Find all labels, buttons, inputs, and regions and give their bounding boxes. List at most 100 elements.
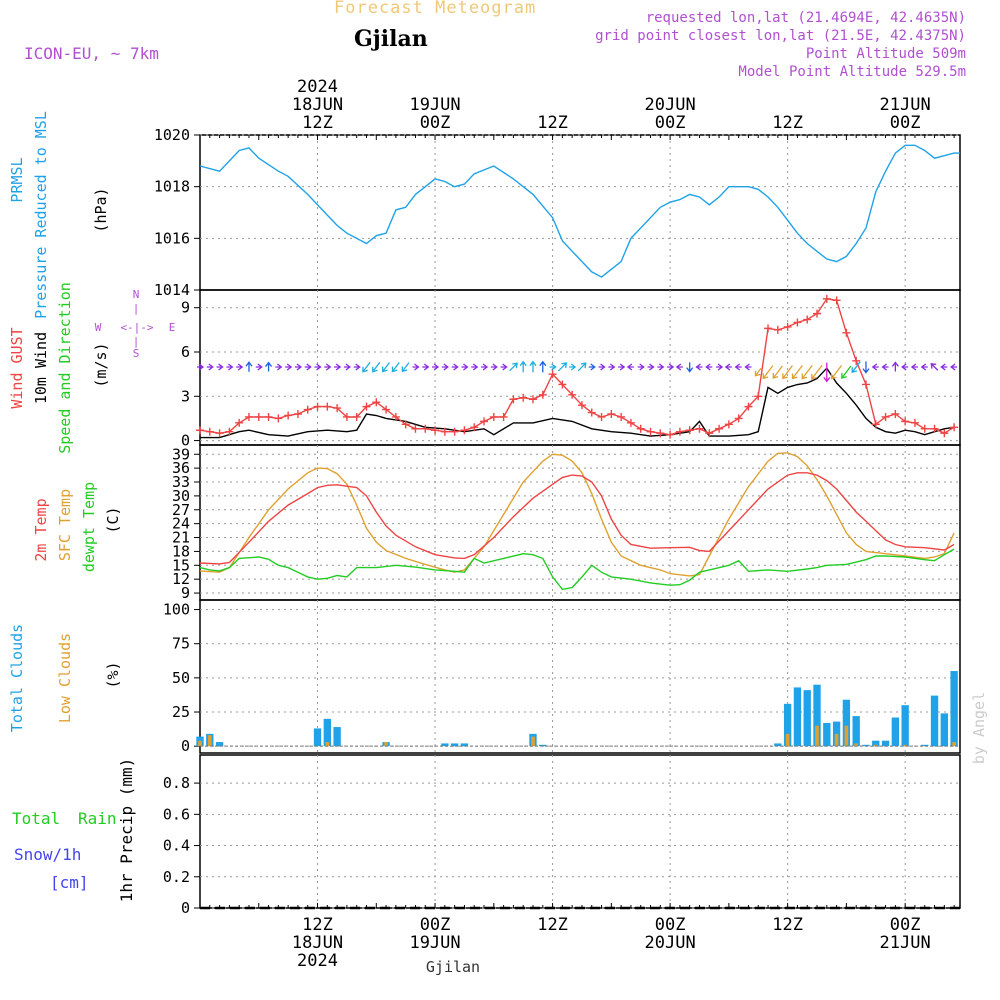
wind-arrow	[626, 363, 634, 371]
panel-frame-pressure	[199, 134, 961, 291]
gust-marker	[705, 429, 714, 438]
total-cloud-bar	[450, 743, 459, 747]
low-cloud-bar	[903, 744, 907, 747]
ytick-label: 6	[181, 343, 190, 361]
time-label-bottom: 2024	[297, 951, 338, 971]
gust-marker	[832, 296, 841, 305]
gust-marker	[274, 414, 283, 423]
wind-arrow	[412, 363, 420, 371]
compass-s: S	[133, 347, 140, 360]
gust-marker	[587, 408, 596, 417]
gust-marker	[499, 412, 508, 421]
compass-line: |	[133, 302, 140, 315]
gust-marker	[391, 412, 400, 421]
compass-w: W	[95, 321, 102, 334]
gust-marker	[196, 426, 204, 435]
ytick-label: 33	[172, 473, 190, 491]
wind-unit: (m/s)	[92, 342, 110, 387]
dewpt-label: dewpt Temp	[80, 482, 98, 572]
prmsl-label: PRMSL	[8, 157, 26, 202]
total-cloud-bar	[441, 743, 449, 747]
gust-marker	[607, 410, 616, 418]
wind-arrow	[637, 363, 645, 371]
gust-label: Wind GUST	[8, 327, 26, 408]
wind-arrow	[891, 361, 899, 372]
gust-marker	[225, 427, 234, 436]
wind-arrow	[881, 363, 889, 371]
time-label-bottom: 20JUN	[645, 933, 696, 953]
gridpoint-coords: grid point closest lon,lat (21.5E, 42.43…	[595, 28, 966, 44]
wind-arrow	[334, 363, 342, 371]
time-label-bottom: 12Z	[772, 915, 803, 935]
wind-arrow	[441, 363, 449, 371]
low-cloud-bar	[952, 742, 956, 747]
gust-marker	[656, 429, 665, 438]
wind-arrow	[197, 363, 205, 371]
ytick-label: 100	[163, 601, 190, 619]
gust-marker	[431, 426, 440, 435]
wind-arrow	[206, 363, 214, 371]
total-cloud-bar	[803, 690, 811, 747]
time-label-bottom: 18JUN	[292, 933, 343, 953]
ytick-label: 30	[172, 487, 190, 505]
low-cloud-bar	[785, 733, 790, 747]
wind-dir-label: Speed and Direction	[56, 282, 74, 454]
gust-marker	[597, 412, 606, 421]
gust-marker	[910, 418, 919, 427]
wind-arrow	[577, 362, 587, 372]
gust-marker	[842, 328, 851, 337]
wind-arrow	[862, 361, 870, 374]
wind-arrow	[490, 363, 498, 371]
time-label-top: 21JUN	[880, 95, 931, 115]
pressure-label: Pressure Reduced to MSL	[32, 111, 50, 319]
gust-marker	[519, 393, 528, 402]
ytick-label: 21	[172, 529, 190, 547]
location-title: Gjilan	[354, 26, 428, 52]
time-label-top: 12Z	[302, 113, 333, 133]
ytick-label: 1016	[154, 229, 190, 247]
gust-marker	[891, 410, 900, 418]
gust-marker	[548, 370, 557, 379]
gust-marker	[813, 309, 822, 318]
total-cloud-bar	[793, 687, 802, 747]
ytick-label: 9	[181, 299, 190, 317]
wind-arrow	[744, 363, 752, 371]
gust-marker	[489, 412, 498, 421]
gust-marker	[352, 412, 361, 421]
compass-n: N	[133, 288, 140, 301]
wind-arrow	[618, 363, 626, 371]
wind-arrow	[851, 361, 861, 374]
point-altitude: Point Altitude 509m	[805, 46, 966, 62]
wind-arrow	[304, 363, 312, 371]
wind-arrow	[314, 363, 322, 371]
time-label-top: 2024	[297, 77, 338, 97]
wind-arrow	[772, 365, 783, 379]
time-label-top: 18JUN	[292, 95, 343, 115]
chart-title: Forecast Meteogram	[334, 0, 537, 18]
wind-arrow	[432, 363, 440, 371]
ytick-label: 36	[172, 459, 190, 477]
wind-arrow	[724, 363, 732, 371]
gust-marker	[715, 424, 724, 433]
ytick-label: 0	[181, 737, 190, 755]
low-clouds-label: Low Clouds	[56, 633, 74, 723]
gust-marker	[695, 424, 704, 433]
wind-arrow	[675, 363, 683, 371]
low-cloud-bar	[531, 736, 535, 747]
compass-arrows: <-|->	[120, 321, 153, 334]
wind-arrow	[830, 364, 843, 380]
low-cloud-bar	[325, 742, 330, 747]
precip-unit: 1hr Precip (mm)	[117, 758, 136, 903]
wind-arrow	[451, 363, 459, 371]
gust-marker	[470, 423, 479, 432]
gust-marker	[930, 424, 939, 433]
total-cloud-bar	[313, 728, 322, 747]
wind-arrow	[716, 363, 724, 371]
snow-label: Snow/1h	[14, 845, 81, 864]
requested-coords: requested lon,lat (21.4694E, 42.4635N)	[645, 10, 966, 26]
wind-arrow	[811, 364, 823, 380]
gust-marker	[235, 418, 244, 427]
wind-arrow	[823, 362, 831, 383]
gust-marker	[333, 404, 342, 413]
gust-marker	[450, 427, 459, 436]
